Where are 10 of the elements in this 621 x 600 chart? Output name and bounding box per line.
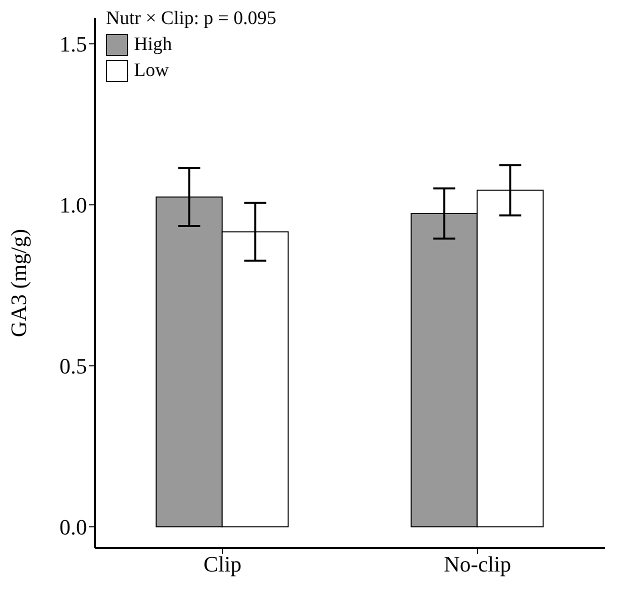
y-tick-label: 1.0 bbox=[60, 192, 87, 218]
x-tick-label: Clip bbox=[204, 552, 242, 577]
y-axis-title: GA3 (mg/g) bbox=[6, 228, 31, 338]
y-tick-label: 0.0 bbox=[60, 514, 87, 540]
y-tick-label: 1.5 bbox=[60, 32, 87, 57]
x-tick-label: No-clip bbox=[444, 552, 512, 577]
y-tick-label: 0.5 bbox=[60, 354, 87, 379]
annotation: Nutr × Clip: p = 0.095 bbox=[106, 8, 276, 29]
legend-label: Low bbox=[134, 60, 169, 82]
legend-label: High bbox=[134, 34, 172, 56]
